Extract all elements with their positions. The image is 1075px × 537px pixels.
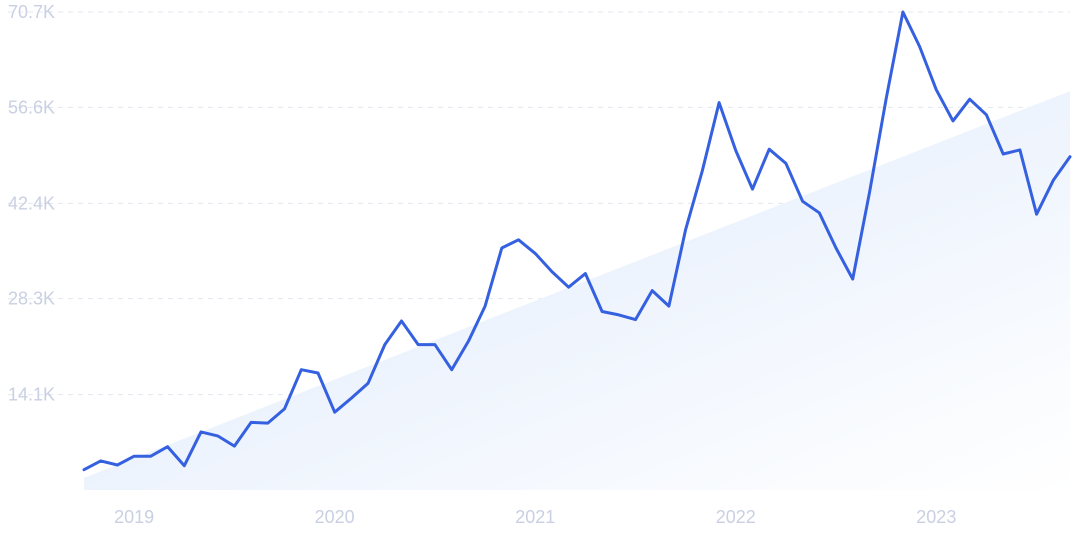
y-axis: 14.1K 28.3K 42.4K 56.6K 70.7K — [8, 2, 55, 405]
trend-area — [84, 91, 1070, 490]
trend-band — [84, 91, 1070, 490]
x-tick-label: 2023 — [916, 507, 956, 527]
x-tick-label: 2019 — [114, 507, 154, 527]
y-tick-label: 14.1K — [8, 385, 55, 405]
y-tick-label: 70.7K — [8, 2, 55, 22]
y-tick-label: 28.3K — [8, 289, 55, 309]
y-tick-label: 56.6K — [8, 97, 55, 117]
series-line — [82, 10, 1072, 472]
x-tick-label: 2022 — [716, 507, 756, 527]
x-tick-label: 2021 — [515, 507, 555, 527]
x-axis: 2019 2020 2021 2022 2023 — [114, 507, 956, 527]
y-tick-label: 42.4K — [8, 193, 55, 213]
x-tick-label: 2020 — [315, 507, 355, 527]
series-layer — [82, 10, 1072, 472]
